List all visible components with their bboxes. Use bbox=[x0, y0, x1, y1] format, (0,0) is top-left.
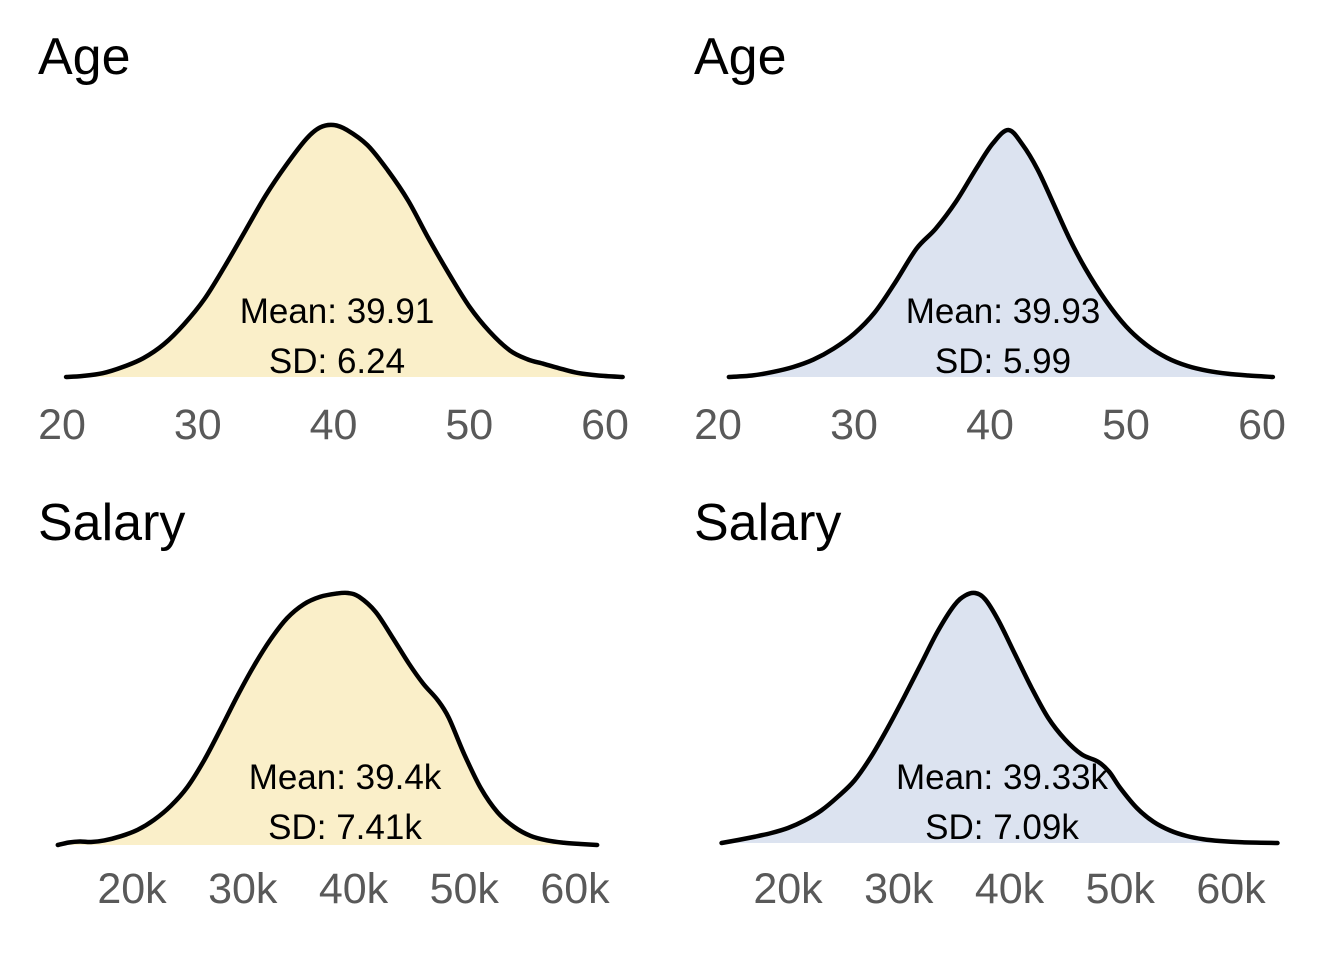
mean-label: Mean: 39.4k bbox=[248, 758, 442, 797]
x-tick-label: 60 bbox=[581, 401, 629, 449]
x-tick-label: 40k bbox=[318, 865, 389, 913]
density-line-age-left bbox=[63, 122, 625, 380]
x-tick-label: 30k bbox=[864, 865, 934, 913]
density-fill-age-left bbox=[66, 124, 623, 377]
annotation-age-left: Mean: 39.91 SD: 6.24 bbox=[240, 287, 435, 387]
panel-title-age-right: Age bbox=[694, 28, 787, 86]
x-tick-label: 20k bbox=[97, 865, 167, 913]
x-tick-label: 20k bbox=[753, 865, 823, 913]
x-tick-label: 50 bbox=[445, 401, 494, 449]
sd-label: SD: 6.24 bbox=[268, 342, 406, 381]
sd-label: SD: 7.41k bbox=[268, 808, 422, 847]
density-line-age-right bbox=[726, 127, 1276, 380]
x-tick-label: 60k bbox=[540, 865, 610, 913]
annotation-salary-left: Mean: 39.4k SD: 7.41k bbox=[249, 753, 442, 853]
x-tick-label: 40k bbox=[974, 865, 1045, 913]
x-tick-label: 40 bbox=[966, 401, 1014, 449]
x-tick-label: 50k bbox=[1085, 865, 1155, 913]
x-tick-label: 50k bbox=[429, 865, 499, 913]
x-tick-label: 20 bbox=[694, 401, 742, 449]
panel-title-age-left: Age bbox=[38, 28, 131, 86]
density-fill-salary-right bbox=[721, 592, 1278, 843]
x-tick-label: 30 bbox=[173, 401, 222, 449]
x-tick-label: 60k bbox=[1196, 865, 1266, 913]
x-tick-label: 20 bbox=[38, 401, 86, 449]
mean-label: Mean: 39.93 bbox=[905, 292, 1101, 331]
panel-title-salary-left: Salary bbox=[38, 494, 186, 552]
x-tick-label: 60 bbox=[1238, 401, 1286, 449]
x-tick-label: 30 bbox=[830, 401, 878, 449]
annotation-age-right: Mean: 39.93 SD: 5.99 bbox=[906, 287, 1101, 387]
x-tick-label: 30k bbox=[208, 865, 278, 913]
x-tick-label: 40 bbox=[309, 401, 358, 449]
sd-label: SD: 5.99 bbox=[934, 342, 1072, 381]
mean-label: Mean: 39.91 bbox=[239, 292, 435, 331]
density-line-salary-left bbox=[55, 590, 600, 848]
panel-title-salary-right: Salary bbox=[694, 494, 842, 552]
sd-label: SD: 7.09k bbox=[925, 808, 1079, 847]
mean-label: Mean: 39.33k bbox=[895, 758, 1109, 797]
annotation-salary-right: Mean: 39.33k SD: 7.09k bbox=[896, 753, 1108, 853]
x-tick-label: 50 bbox=[1102, 401, 1150, 449]
density-line-salary-right bbox=[719, 590, 1280, 846]
density-fill-age-right bbox=[728, 129, 1273, 377]
